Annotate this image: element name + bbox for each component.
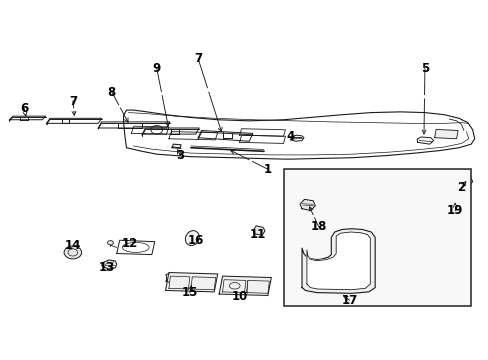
Text: 2: 2 — [456, 181, 465, 194]
Circle shape — [107, 240, 113, 245]
Text: 15: 15 — [182, 287, 198, 300]
Polygon shape — [219, 276, 271, 296]
Text: 16: 16 — [187, 234, 203, 247]
Text: 6: 6 — [20, 102, 28, 115]
Text: 13: 13 — [99, 261, 115, 274]
Text: 7: 7 — [194, 52, 202, 65]
Text: 4: 4 — [285, 130, 294, 144]
Bar — [283, 169, 470, 306]
Text: 9: 9 — [152, 62, 161, 75]
Polygon shape — [302, 229, 374, 293]
Text: 5: 5 — [420, 62, 428, 75]
Text: 14: 14 — [64, 239, 81, 252]
Text: 3: 3 — [176, 149, 184, 162]
Polygon shape — [102, 260, 117, 269]
Text: 7: 7 — [69, 95, 77, 108]
Polygon shape — [300, 199, 315, 211]
Polygon shape — [165, 273, 217, 292]
Ellipse shape — [185, 231, 199, 246]
Polygon shape — [306, 232, 369, 290]
Text: 11: 11 — [249, 228, 266, 241]
Text: 18: 18 — [310, 220, 326, 233]
Text: 10: 10 — [231, 290, 247, 303]
Text: 12: 12 — [122, 237, 138, 250]
Text: 1: 1 — [264, 163, 271, 176]
Text: 17: 17 — [341, 294, 357, 307]
Text: 19: 19 — [446, 204, 463, 217]
Polygon shape — [253, 226, 264, 235]
Text: 8: 8 — [107, 86, 116, 99]
Circle shape — [64, 246, 81, 259]
Polygon shape — [434, 130, 457, 139]
